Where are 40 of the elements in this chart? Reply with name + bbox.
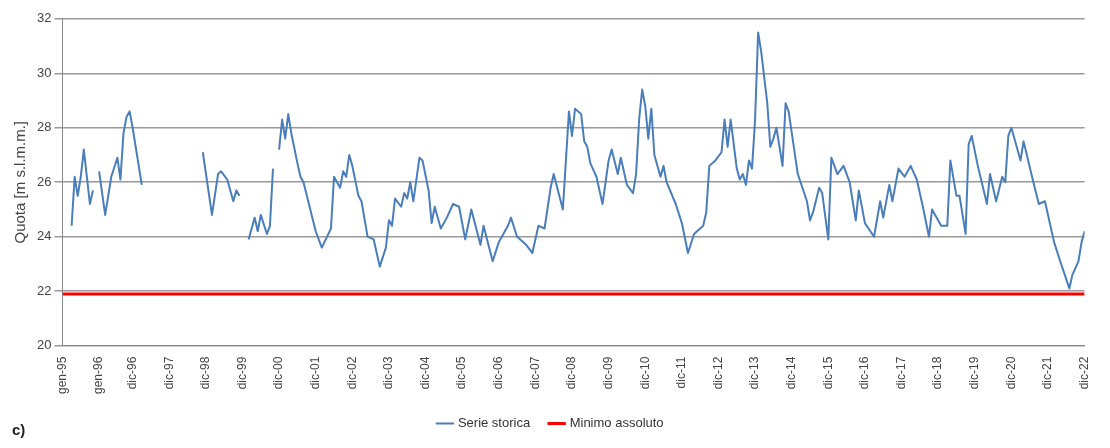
x-tick-label: dic-12 xyxy=(710,356,725,390)
legend-label: Minimo assoluto xyxy=(569,415,664,431)
y-tick-label: 20 xyxy=(36,337,52,353)
x-tick-label: dic-10 xyxy=(637,356,652,390)
x-tick-label: dic-99 xyxy=(234,356,249,390)
x-tick-label: dic-15 xyxy=(820,356,835,390)
x-tick-label: gen-96 xyxy=(91,356,106,395)
y-tick-label: 22 xyxy=(36,282,52,298)
y-tick-label: 26 xyxy=(36,173,52,189)
x-tick-label: dic-97 xyxy=(161,356,176,390)
x-tick-label: dic-18 xyxy=(930,356,945,390)
x-tick-label: dic-04 xyxy=(417,356,432,390)
x-tick-label: dic-21 xyxy=(1040,356,1055,390)
x-tick-label: dic-07 xyxy=(527,356,542,390)
x-tick-label: dic-14 xyxy=(784,356,798,390)
x-tick-label: dic-05 xyxy=(454,356,469,390)
y-tick-label: 24 xyxy=(36,228,52,244)
y-axis-title: Quota [m s.l.m.m.] xyxy=(11,120,29,244)
x-tick-label: dic-19 xyxy=(967,356,982,390)
x-tick-label: dic-22 xyxy=(1076,356,1091,390)
x-tick-label: gen-95 xyxy=(54,356,69,395)
x-tick-label: dic-11 xyxy=(674,356,689,389)
y-tick-label: 30 xyxy=(36,64,52,80)
x-tick-label: dic-00 xyxy=(271,356,286,390)
x-tick-label: dic-98 xyxy=(198,356,213,390)
x-tick-label: dic-20 xyxy=(1003,356,1018,390)
x-tick-label: dic-02 xyxy=(344,356,359,390)
y-tick-label: 28 xyxy=(36,119,52,135)
x-tick-label: dic-03 xyxy=(381,356,396,390)
x-tick-label: dic-06 xyxy=(491,356,506,390)
x-tick-label: dic-13 xyxy=(747,356,762,390)
text: c) xyxy=(12,421,26,438)
x-tick-label: dic-09 xyxy=(600,356,615,390)
legend-label: Serie storica xyxy=(457,415,531,431)
x-tick-label: dic-16 xyxy=(857,356,872,390)
x-tick-label: dic-96 xyxy=(124,356,139,390)
x-tick-label: dic-17 xyxy=(893,356,908,390)
y-tick-label: 32 xyxy=(36,10,52,26)
x-tick-label: dic-01 xyxy=(308,356,323,390)
x-tick-label: dic-08 xyxy=(564,356,579,390)
